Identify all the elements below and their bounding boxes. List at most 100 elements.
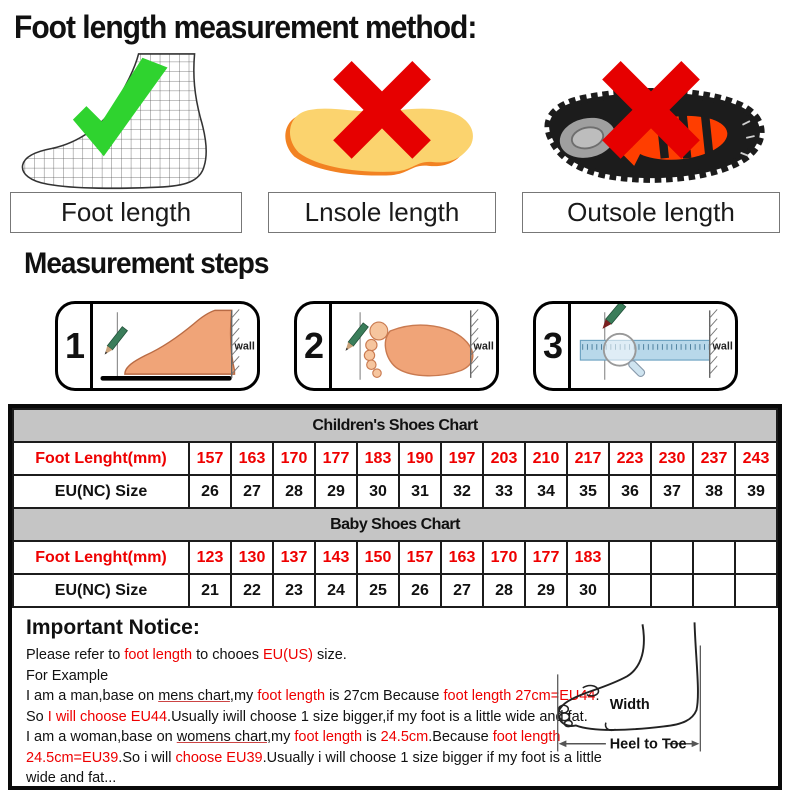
size-cell	[692, 540, 736, 575]
wall-label: wall	[473, 341, 494, 353]
size-cell: 33	[482, 474, 526, 509]
size-cell	[650, 573, 694, 608]
red-x-icon	[602, 61, 700, 159]
pencil-icon	[104, 326, 128, 355]
size-cell: 21	[188, 573, 232, 608]
pencil-icon	[602, 304, 627, 329]
wireframe-foot-image	[10, 52, 242, 192]
size-cell: 35	[566, 474, 610, 509]
method-insole-length: Lnsole length	[268, 52, 496, 233]
row-label: Foot Lenght(mm)	[12, 540, 190, 575]
method-label-insole-length: Lnsole length	[268, 192, 496, 233]
size-cell: 24	[314, 573, 358, 608]
size-cell: 27	[440, 573, 484, 608]
magnifier-icon	[602, 332, 637, 367]
method-foot-length: Foot length	[10, 52, 242, 233]
size-cell: 28	[272, 474, 316, 509]
table-row: Foot Lenght(mm) 157 163 170 177 183 190 197 203 2…	[12, 441, 778, 476]
steps-row: 1 wall 2	[0, 301, 790, 391]
notice-line: 24.5cm=EU39.So i will choose EU39.Usuall…	[26, 749, 602, 766]
step-3-box: 3 wall	[533, 301, 738, 391]
foot-side-view	[124, 309, 236, 375]
step-2-number: 2	[297, 304, 332, 388]
size-cell: 197	[440, 441, 484, 476]
size-cell: 210	[524, 441, 568, 476]
size-cell: 143	[314, 540, 358, 575]
foot-measure-diagram: Heel to Toe Width	[557, 622, 701, 753]
step-1-box: 1 wall	[55, 301, 260, 391]
size-cell: 22	[230, 573, 274, 608]
step-1-number: 1	[58, 304, 93, 388]
page-title: Foot length measurement method:	[14, 10, 477, 46]
size-cell: 183	[566, 540, 610, 575]
table-row: Foot Lenght(mm) 123 130 137 143 150 157 163 170 1…	[12, 540, 778, 575]
steps-title: Measurement steps	[24, 247, 269, 280]
size-cell	[608, 540, 652, 575]
notice-line: I am a woman,base on womens chart,my foo…	[26, 729, 561, 745]
size-cell: 30	[356, 474, 400, 509]
notice-line: Please refer to foot length to chooes EU…	[26, 647, 347, 663]
size-cell: 243	[734, 441, 778, 476]
notice-title: Important Notice:	[26, 616, 200, 639]
size-cell: 183	[356, 441, 400, 476]
size-cell: 157	[188, 441, 232, 476]
wall-label: wall	[234, 341, 255, 353]
size-cell: 177	[314, 441, 358, 476]
size-cell: 30	[566, 573, 610, 608]
method-panels: Foot length Lnsole length	[0, 52, 790, 233]
step-3-illustration: wall	[579, 304, 733, 380]
notice-line: So I will choose EU44.Usually iwill choo…	[26, 708, 588, 725]
size-cell: 170	[482, 540, 526, 575]
size-cell: 123	[188, 540, 232, 575]
size-cell: 217	[566, 441, 610, 476]
size-cell: 28	[482, 573, 526, 608]
size-cell: 157	[398, 540, 442, 575]
size-cell: 26	[188, 474, 232, 509]
size-cell: 26	[398, 573, 442, 608]
size-cell: 25	[356, 573, 400, 608]
size-cell: 36	[608, 474, 652, 509]
method-label-outsole-length: Outsole length	[522, 192, 780, 233]
width-label: Width	[610, 697, 650, 713]
size-cell: 130	[230, 540, 274, 575]
table-row: EU(NC) Size 21 22 23 24 25 26 27 28 29 30	[12, 573, 778, 608]
foot-outline	[557, 622, 699, 731]
size-cell: 38	[692, 474, 736, 509]
red-x-icon	[333, 61, 431, 159]
size-cell	[650, 540, 694, 575]
notice-line: wide and fat...	[26, 770, 117, 786]
step-3-number: 3	[536, 304, 571, 388]
step-1-illustration: wall	[100, 309, 255, 381]
size-chart-table: Children's Shoes Chart Foot Lenght(mm) 157…	[12, 408, 778, 608]
heel-to-toe-label: Heel to Toe	[610, 737, 687, 753]
size-cell: 23	[272, 573, 316, 608]
size-cell: 190	[398, 441, 442, 476]
insole-shape	[289, 108, 473, 172]
notice-line: For Example	[26, 667, 109, 684]
pencil-icon	[345, 322, 369, 351]
size-cell: 137	[272, 540, 316, 575]
step-2-illustration: wall	[345, 309, 494, 380]
row-label: EU(NC) Size	[12, 573, 190, 608]
size-cell: 29	[524, 573, 568, 608]
size-cell: 170	[272, 441, 316, 476]
important-notice: Important Notice: Please refer to foot l…	[12, 608, 778, 786]
size-cell	[734, 573, 778, 608]
method-label-foot-length: Foot length	[10, 192, 242, 233]
size-cell: 32	[440, 474, 484, 509]
size-cell	[608, 573, 652, 608]
size-cell: 150	[356, 540, 400, 575]
size-cell: 223	[608, 441, 652, 476]
size-cell	[692, 573, 736, 608]
size-chart-box: Children's Shoes Chart Foot Lenght(mm) 157…	[8, 404, 782, 790]
step-2-box: 2 wall	[294, 301, 499, 391]
size-cell: 29	[314, 474, 358, 509]
size-cell: 230	[650, 441, 694, 476]
size-cell: 27	[230, 474, 274, 509]
green-check-icon	[72, 57, 168, 157]
outsole-image	[522, 52, 780, 192]
size-cell: 163	[440, 540, 484, 575]
method-outsole-length: Outsole length	[522, 52, 780, 233]
row-label: Foot Lenght(mm)	[12, 441, 190, 476]
chart-title: Baby Shoes Chart	[12, 507, 778, 542]
